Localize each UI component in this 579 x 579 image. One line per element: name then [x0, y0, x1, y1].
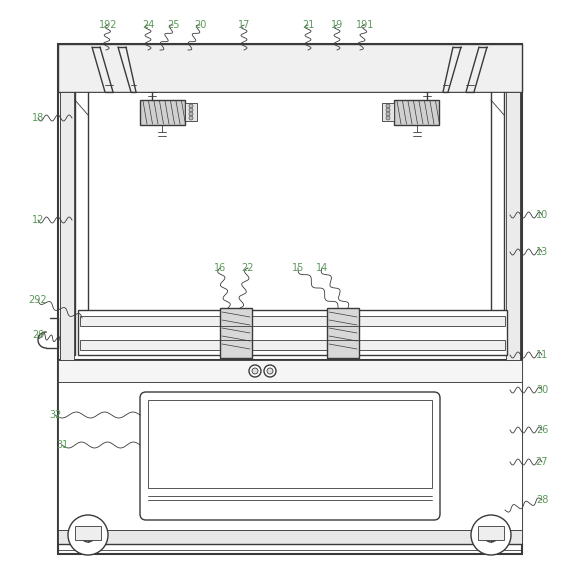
Text: 192: 192 — [99, 20, 118, 30]
Text: 12: 12 — [32, 215, 44, 225]
Circle shape — [264, 365, 276, 377]
Text: 30: 30 — [536, 385, 548, 395]
Bar — [58, 530, 522, 544]
Text: 15: 15 — [292, 263, 304, 273]
Text: 31: 31 — [56, 440, 68, 450]
Bar — [80, 316, 505, 326]
Circle shape — [386, 112, 390, 116]
Circle shape — [85, 532, 91, 538]
Bar — [327, 308, 359, 358]
Text: 22: 22 — [242, 263, 254, 273]
Text: 10: 10 — [536, 210, 548, 220]
Bar — [140, 100, 185, 125]
Text: 25: 25 — [167, 20, 179, 30]
Text: 27: 27 — [536, 457, 548, 467]
Text: 16: 16 — [214, 263, 226, 273]
Bar — [60, 92, 520, 360]
Bar — [75, 526, 101, 540]
Text: 11: 11 — [536, 350, 548, 360]
Circle shape — [252, 368, 258, 374]
Bar — [58, 360, 522, 382]
Circle shape — [386, 108, 390, 112]
Bar — [394, 100, 439, 125]
Circle shape — [81, 528, 95, 542]
Bar — [220, 308, 252, 358]
Text: 191: 191 — [356, 20, 374, 30]
Bar — [185, 103, 197, 121]
Circle shape — [386, 116, 390, 120]
Bar — [148, 400, 432, 488]
Text: 19: 19 — [331, 20, 343, 30]
Text: 13: 13 — [536, 247, 548, 257]
Circle shape — [386, 104, 390, 108]
Bar — [58, 382, 522, 530]
Circle shape — [68, 515, 108, 555]
Bar — [78, 310, 507, 355]
Bar — [506, 92, 520, 360]
Circle shape — [189, 112, 193, 116]
Circle shape — [471, 515, 511, 555]
Text: 26: 26 — [536, 425, 548, 435]
Text: 32: 32 — [49, 410, 61, 420]
Bar — [382, 103, 394, 121]
Text: 29: 29 — [32, 330, 44, 340]
Circle shape — [267, 368, 273, 374]
Circle shape — [189, 108, 193, 112]
Circle shape — [488, 532, 494, 538]
Circle shape — [249, 365, 261, 377]
Bar — [58, 44, 522, 554]
Text: 17: 17 — [238, 20, 250, 30]
Bar — [60, 92, 74, 360]
Circle shape — [484, 528, 498, 542]
Bar — [80, 340, 505, 350]
Text: 20: 20 — [194, 20, 206, 30]
Text: 28: 28 — [536, 495, 548, 505]
Text: 14: 14 — [316, 263, 328, 273]
Text: 18: 18 — [32, 113, 44, 123]
Circle shape — [189, 104, 193, 108]
FancyBboxPatch shape — [140, 392, 440, 520]
Bar — [478, 526, 504, 540]
Circle shape — [189, 116, 193, 120]
Text: 21: 21 — [302, 20, 314, 30]
Bar — [58, 44, 522, 92]
Text: 292: 292 — [29, 295, 47, 305]
Text: 24: 24 — [142, 20, 154, 30]
